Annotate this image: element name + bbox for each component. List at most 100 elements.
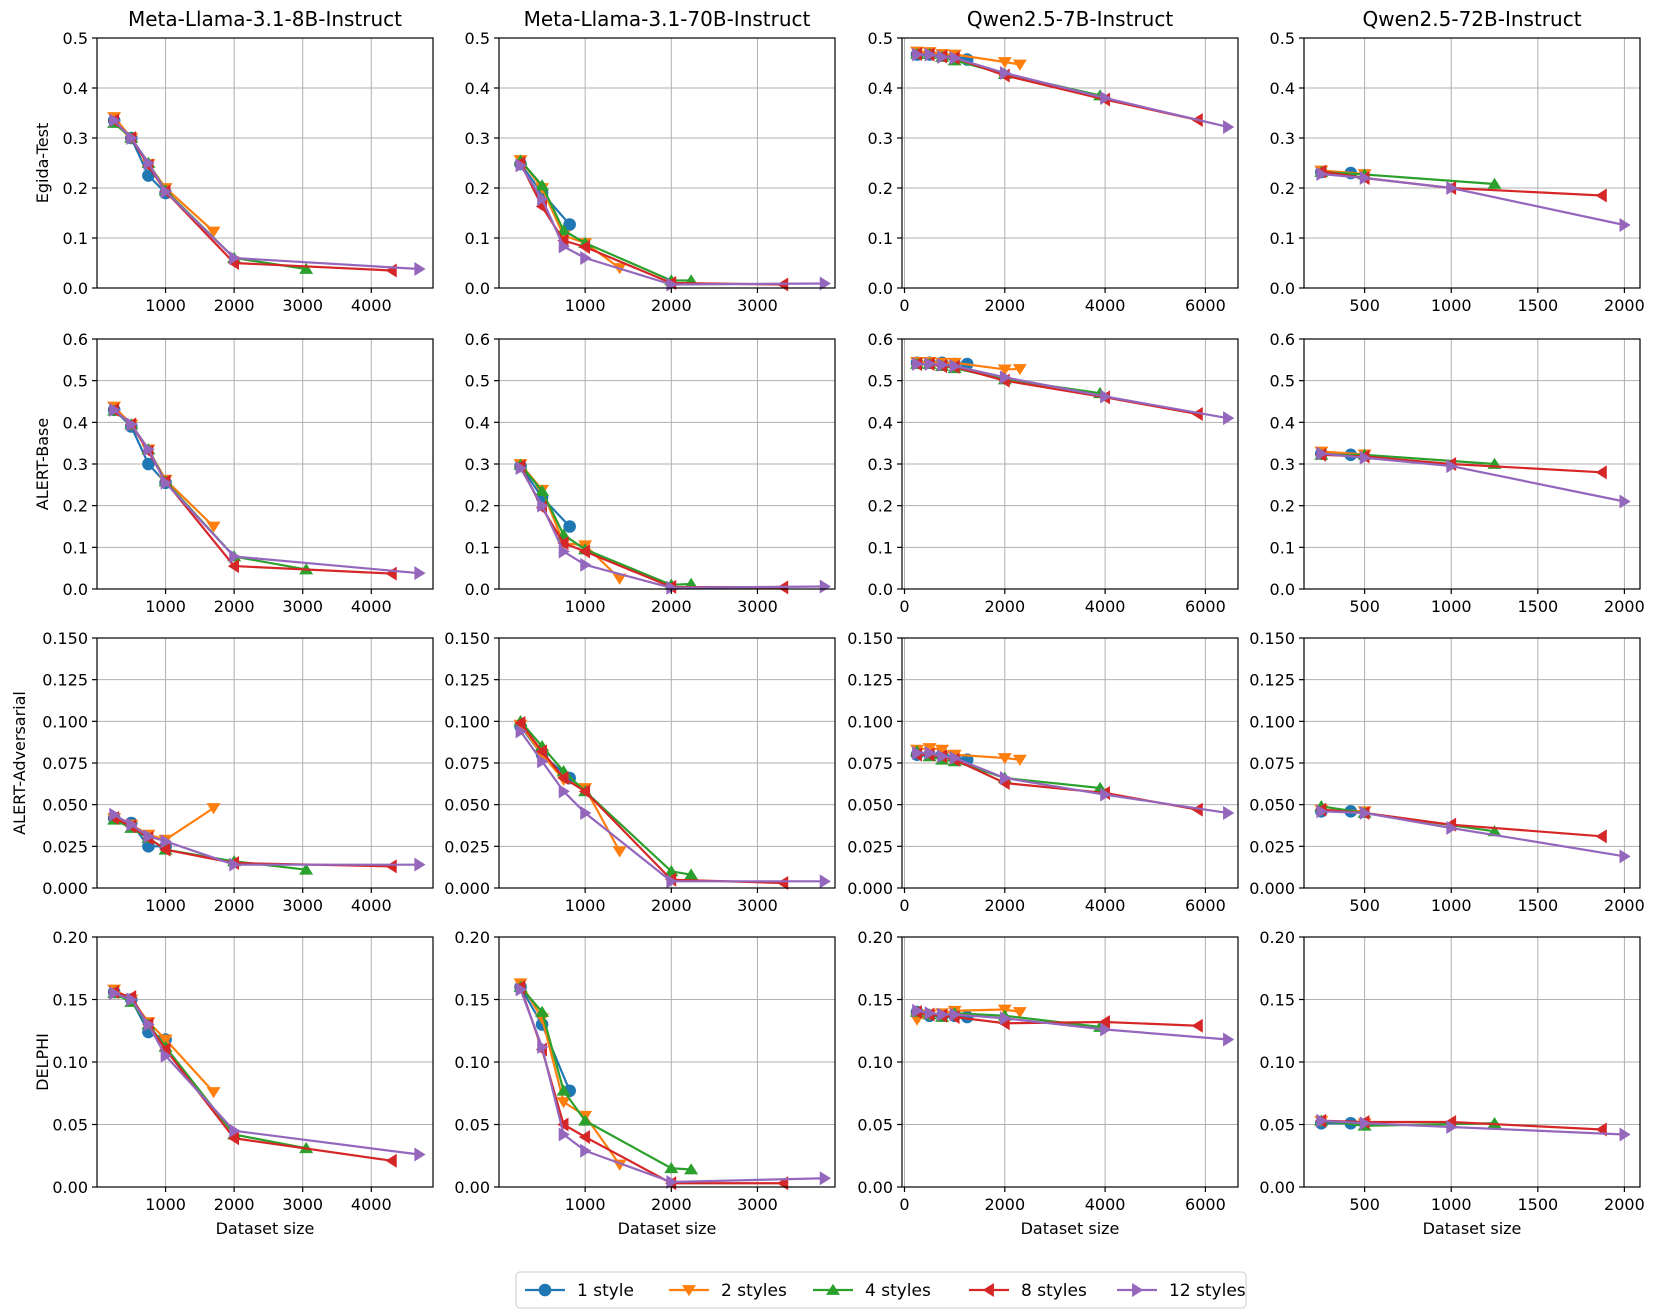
x-tick-label: 1000 xyxy=(565,896,606,915)
y-tick-label: 0.0 xyxy=(465,279,490,298)
point-4-styles xyxy=(299,262,314,274)
point-12-styles xyxy=(937,357,949,372)
y-tick-label: 0.050 xyxy=(847,796,893,815)
point-4-styles xyxy=(1487,177,1502,189)
point-2-styles xyxy=(206,1087,221,1099)
y-tick-label: 0.150 xyxy=(847,629,893,648)
point-2-styles xyxy=(612,573,627,585)
point-8-styles xyxy=(1191,407,1203,421)
series-line-12-styles xyxy=(1321,452,1625,503)
series-line-12-styles xyxy=(1321,810,1625,858)
axes-frame xyxy=(1303,37,1641,289)
x-tick-label: 1000 xyxy=(1431,1195,1472,1214)
point-12-styles xyxy=(126,417,138,432)
series-line-12-styles xyxy=(1321,1119,1625,1136)
point-8-styles xyxy=(227,559,240,574)
y-tick-label: 0.2 xyxy=(63,179,88,198)
point-12-styles xyxy=(160,834,172,849)
y-tick-label: 0.025 xyxy=(42,837,88,856)
point-12-styles xyxy=(229,857,241,872)
y-tick-label: 0.20 xyxy=(857,928,893,947)
point-12-styles xyxy=(949,51,961,65)
y-tick-label: 0.3 xyxy=(1270,129,1295,148)
point-8-styles xyxy=(227,1131,240,1146)
point-12-styles xyxy=(1619,494,1631,509)
point-1-style xyxy=(563,218,576,231)
panel-egida-test-meta-llama-3-1-8b-instruct: 1000 2000 3000 4000 0.0 0.1 0.2 0.3 0.4 0.5 Meta-L… xyxy=(33,7,434,315)
x-tick-label: 2000 xyxy=(984,597,1025,616)
x-tick-label: 4000 xyxy=(351,597,392,616)
y-tick-label: 0.05 xyxy=(454,1116,490,1135)
point-12-styles xyxy=(580,806,592,820)
y-tick-label: 0.6 xyxy=(465,330,490,349)
panel-alert-base-meta-llama-3-1-8b-instruct: 1000 2000 3000 4000 0.0 0.1 0.2 0.3 0.4 0.5 0.6 ALE… xyxy=(33,330,434,616)
point-12-styles xyxy=(1446,181,1458,195)
y-tick-label: 0.4 xyxy=(1270,79,1295,98)
point-12-styles xyxy=(229,251,241,265)
point-12-styles xyxy=(229,549,241,564)
panel-alert-adversarial-qwen2-5-7b-instruct: 0 2000 4000 6000 0.000 0.025 0.050 0.075 0.100 0.… xyxy=(847,629,1239,915)
y-tick-label: 0.20 xyxy=(454,928,490,947)
point-12-styles xyxy=(414,566,426,581)
legend-frame xyxy=(515,1271,1247,1309)
series-line-12-styles xyxy=(519,467,825,589)
point-12-styles xyxy=(1223,120,1235,134)
series-group xyxy=(910,1003,1235,1047)
point-12-styles xyxy=(126,131,138,145)
y-tick-label: 0.10 xyxy=(1259,1053,1295,1072)
column-title: Qwen2.5-72B-Instruct xyxy=(1362,7,1581,31)
point-4-styles xyxy=(556,224,571,236)
point-4-styles xyxy=(684,868,699,880)
series-group xyxy=(1314,164,1631,232)
x-tick-label: 1000 xyxy=(565,597,606,616)
x-tick-label: 2000 xyxy=(1604,296,1645,315)
y-tick-label: 0.1 xyxy=(868,538,893,557)
legend-entry-1-style: 1 style xyxy=(525,1281,634,1301)
point-12-styles xyxy=(515,982,527,997)
point-12-styles xyxy=(1100,389,1112,404)
point-12-styles xyxy=(143,1017,155,1032)
y-tick-label: 0.6 xyxy=(868,330,893,349)
point-12-styles xyxy=(515,724,527,739)
x-tick-label: 0 xyxy=(899,597,909,616)
point-12-styles xyxy=(414,857,426,872)
point-12-styles xyxy=(1223,411,1235,426)
point-12-styles xyxy=(912,746,924,760)
y-tick-label: 0.2 xyxy=(868,497,893,516)
y-tick-label: 0.2 xyxy=(1270,497,1295,516)
x-tick-label: 2000 xyxy=(984,896,1025,915)
y-tick-label: 0.6 xyxy=(1270,330,1295,349)
panel-delphi-meta-llama-3-1-70b-instruct: 1000 2000 3000 0.00 0.05 0.10 0.15 0.20 Dataset … xyxy=(454,928,836,1238)
x-tick-label: 2000 xyxy=(214,597,255,616)
y-tick-label: 0.5 xyxy=(63,29,88,48)
point-2-styles xyxy=(935,744,950,756)
point-8-styles xyxy=(777,876,789,890)
y-tick-label: 0.075 xyxy=(847,754,893,773)
series-group xyxy=(107,803,426,875)
point-8-styles xyxy=(557,1117,569,1132)
point-12-styles xyxy=(1100,91,1112,105)
x-tick-label: 500 xyxy=(1349,597,1380,616)
axes-frame xyxy=(96,37,434,289)
point-8-styles xyxy=(578,1130,591,1144)
legend-marker-8-styles xyxy=(982,1283,994,1297)
y-tick-label: 0.4 xyxy=(868,79,893,98)
y-tick-label: 0.05 xyxy=(1259,1116,1295,1135)
x-tick-label: 4000 xyxy=(351,896,392,915)
point-12-styles xyxy=(1446,459,1458,474)
x-tick-label: 0 xyxy=(899,1195,909,1214)
point-12-styles xyxy=(1316,446,1328,461)
y-tick-label: 0.0 xyxy=(1270,279,1295,298)
x-tick-label: 0 xyxy=(899,296,909,315)
y-tick-label: 0.025 xyxy=(444,837,490,856)
point-2-styles xyxy=(1012,59,1027,71)
y-tick-label: 0.125 xyxy=(1249,671,1295,690)
point-12-styles xyxy=(999,1011,1012,1026)
point-12-styles xyxy=(1100,1022,1112,1037)
y-tick-label: 0.20 xyxy=(52,928,88,947)
point-12-styles xyxy=(580,1143,592,1158)
point-12-styles xyxy=(1316,167,1328,181)
y-tick-label: 0.5 xyxy=(465,29,490,48)
